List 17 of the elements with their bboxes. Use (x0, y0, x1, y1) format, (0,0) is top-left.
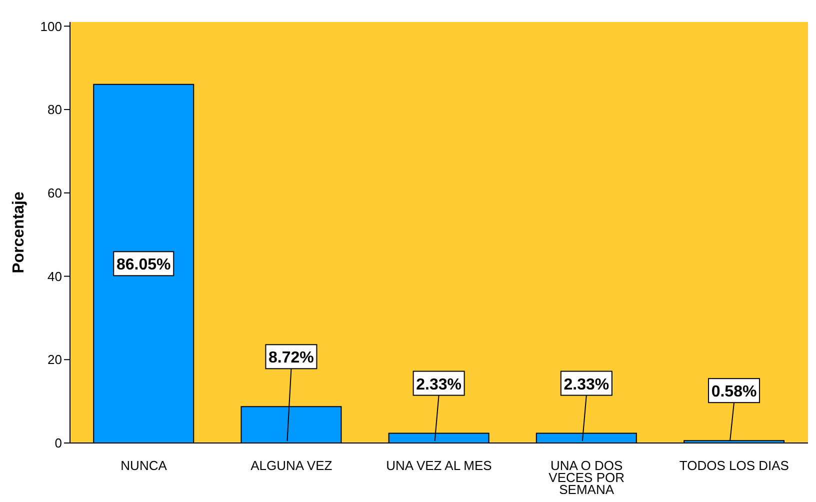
y-tick-label: 40 (48, 268, 62, 284)
y-tick-label: 0 (54, 436, 62, 451)
y-tick-label: 60 (48, 186, 62, 201)
y-tick-label: 80 (48, 102, 62, 118)
x-tick-label: TODOS LOS DIAS (679, 458, 790, 473)
y-tick-label: 100 (40, 18, 62, 34)
x-tick-label: UNA VEZ AL MES (386, 458, 492, 473)
x-tick-label: UNA O DOS VECES POR SEMANA (548, 458, 625, 497)
data-label: 86.05% (116, 256, 171, 274)
y-axis-title: Porcentaje (10, 191, 28, 274)
data-label: 8.72% (268, 350, 314, 367)
data-label: 0.58% (711, 384, 757, 401)
data-label: 2.33% (564, 376, 610, 394)
x-tick-label: ALGUNA VEZ (250, 458, 332, 473)
x-tick-label: NUNCA (120, 458, 168, 473)
y-tick-label: 20 (48, 352, 62, 368)
data-label: 2.33% (416, 376, 462, 394)
